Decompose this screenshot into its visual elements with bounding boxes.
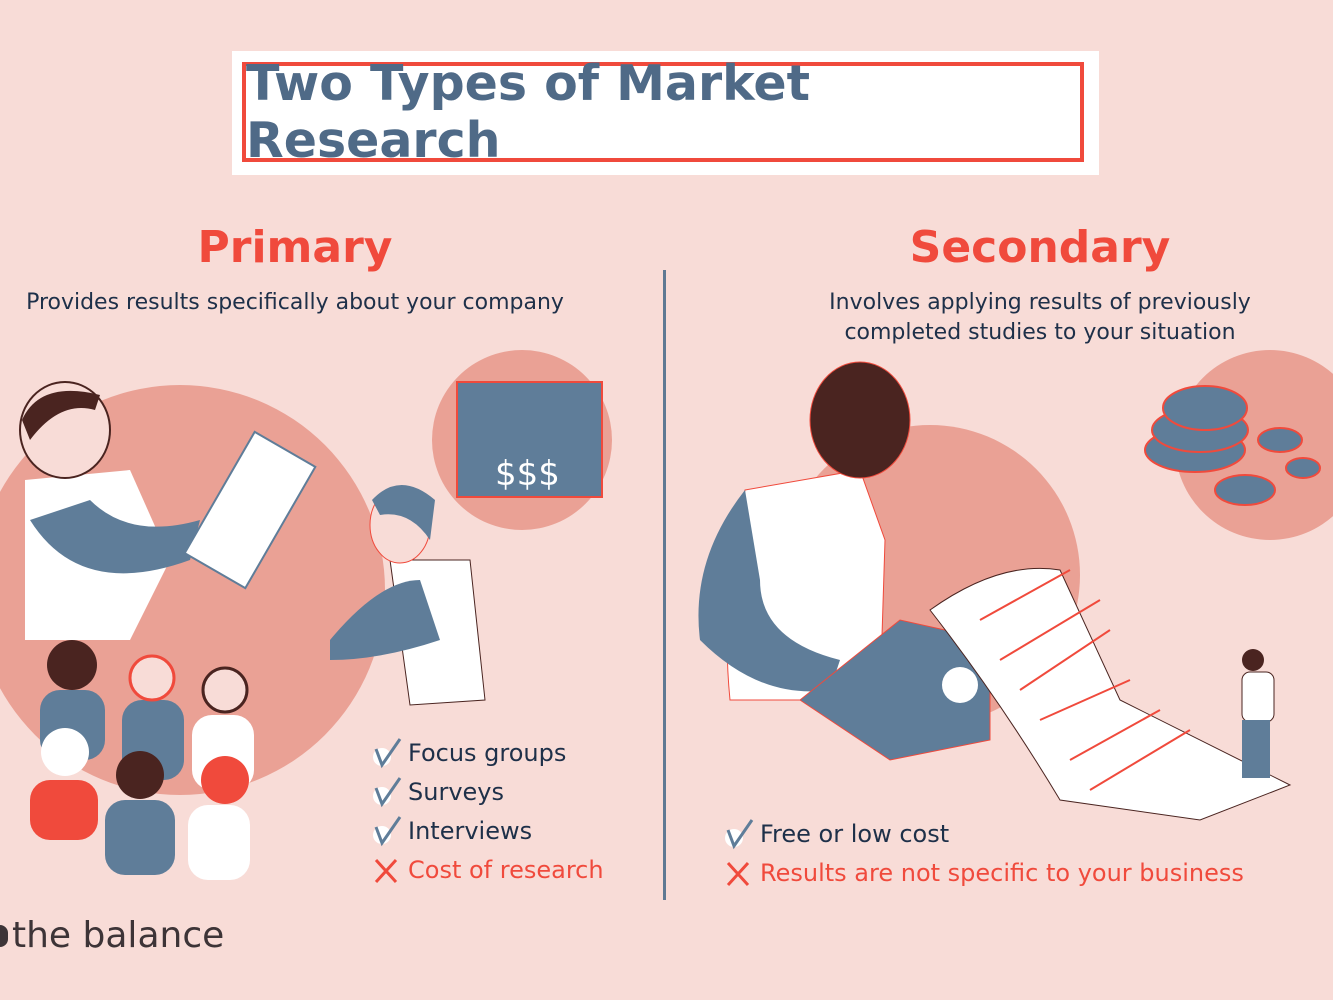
pro-label: Focus groups bbox=[408, 738, 567, 767]
title-box bbox=[232, 51, 1099, 175]
secondary-description-line: Involves applying results of previously bbox=[829, 290, 1251, 315]
pro-label: Surveys bbox=[408, 777, 504, 806]
primary-heading: Primary bbox=[197, 222, 393, 273]
pro-item: Focus groups bbox=[372, 733, 604, 772]
dollar-signs-icon: $$$ bbox=[495, 454, 560, 494]
checkmark-icon bbox=[373, 776, 402, 807]
researcher-arm bbox=[30, 500, 200, 574]
pro-item: Interviews bbox=[372, 811, 604, 850]
secondary-description-line: completed studies to your situation bbox=[844, 320, 1236, 345]
report-paper-icon bbox=[929, 567, 1292, 821]
secondary-list: Free or low cost Results are not specifi… bbox=[724, 814, 1244, 892]
con-item: Cost of research bbox=[372, 850, 604, 889]
x-mark-icon bbox=[726, 861, 750, 886]
pro-label: Interviews bbox=[408, 816, 533, 845]
con-label: Cost of research bbox=[408, 855, 604, 884]
title-frame: Two Types of Market Research bbox=[242, 55, 1084, 169]
brand-logo: the balance bbox=[0, 915, 224, 956]
secondary-illustration bbox=[698, 350, 1333, 821]
secondary-heading: Secondary bbox=[909, 222, 1171, 273]
page-title: Two Types of Market Research bbox=[246, 55, 811, 169]
con-item: Results are not specific to your busines… bbox=[724, 853, 1244, 892]
pro-item: Free or low cost bbox=[724, 814, 1244, 853]
logo-text: the balance bbox=[12, 915, 225, 956]
x-mark-icon bbox=[374, 858, 398, 883]
primary-description: Provides results specifically about your… bbox=[26, 290, 564, 315]
pro-label: Free or low cost bbox=[760, 819, 950, 848]
secondary-description: Involves applying results of previously … bbox=[760, 288, 1320, 348]
coins-icon bbox=[1144, 385, 1321, 506]
documents-icon bbox=[183, 430, 317, 590]
cash-stack-icon bbox=[456, 381, 603, 498]
con-label: Results are not specific to your busines… bbox=[760, 858, 1244, 887]
primary-list: Focus groups Surveys Interviews Cost of … bbox=[372, 733, 604, 889]
checkmark-icon bbox=[373, 737, 402, 768]
divider bbox=[663, 270, 666, 900]
checkmark-icon bbox=[725, 818, 754, 849]
pro-item: Surveys bbox=[372, 772, 604, 811]
primary-illustration: $$$ bbox=[0, 350, 612, 880]
checkmark-icon bbox=[373, 815, 402, 846]
crowd-icon bbox=[30, 640, 254, 880]
logo-mark-icon bbox=[0, 925, 8, 947]
